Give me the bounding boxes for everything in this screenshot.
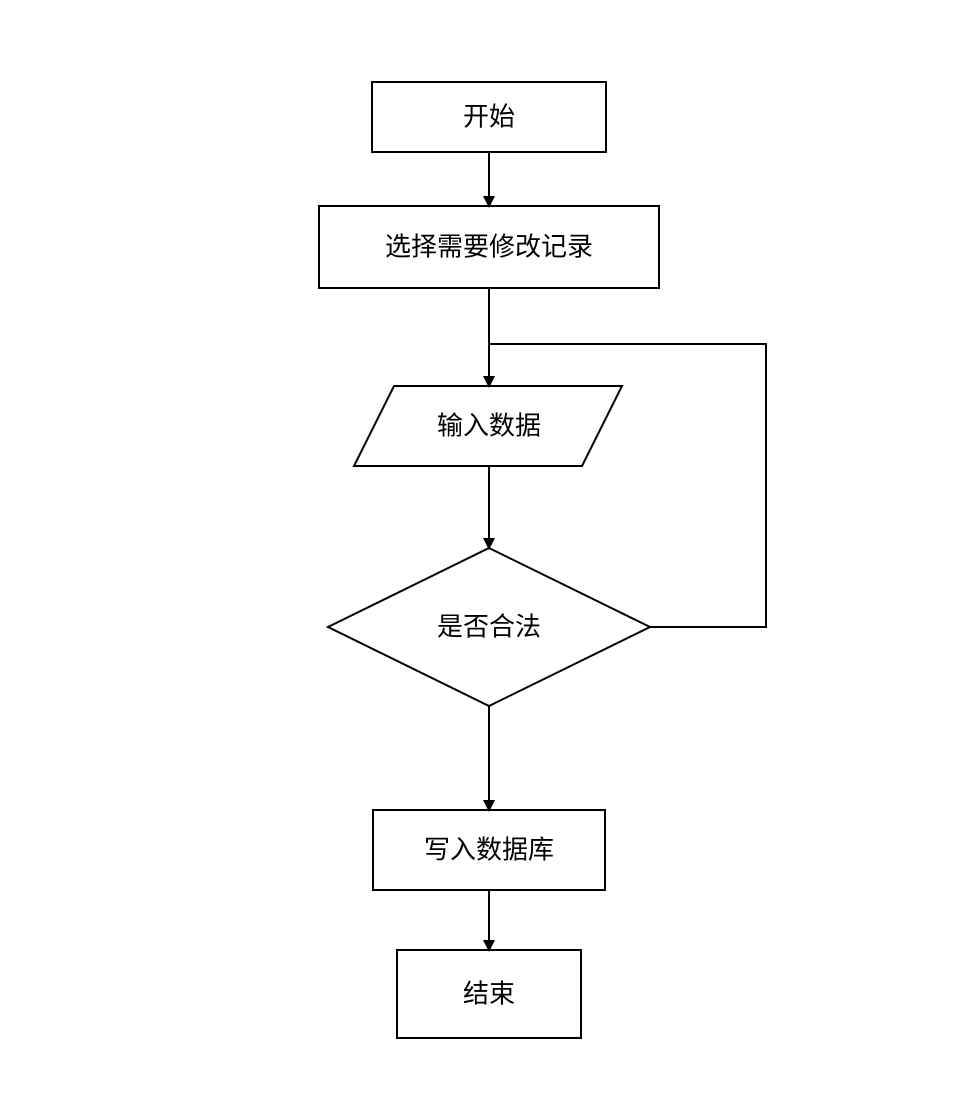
node-select: 选择需要修改记录 [319, 206, 659, 288]
node-decision-label: 是否合法 [437, 613, 541, 642]
node-write: 写入数据库 [373, 810, 605, 890]
node-select-label: 选择需要修改记录 [385, 233, 593, 262]
node-input: 输入数据 [354, 386, 622, 466]
node-end-label: 结束 [463, 980, 515, 1009]
node-write-label: 写入数据库 [424, 836, 554, 865]
node-start: 开始 [372, 82, 606, 152]
flowchart-canvas: 开始 选择需要修改记录 输入数据 是否合法 写入数据库 结束 [0, 0, 976, 1108]
node-start-label: 开始 [463, 103, 515, 132]
node-end: 结束 [397, 950, 581, 1038]
node-decision: 是否合法 [328, 548, 650, 706]
node-input-label: 输入数据 [437, 412, 541, 441]
